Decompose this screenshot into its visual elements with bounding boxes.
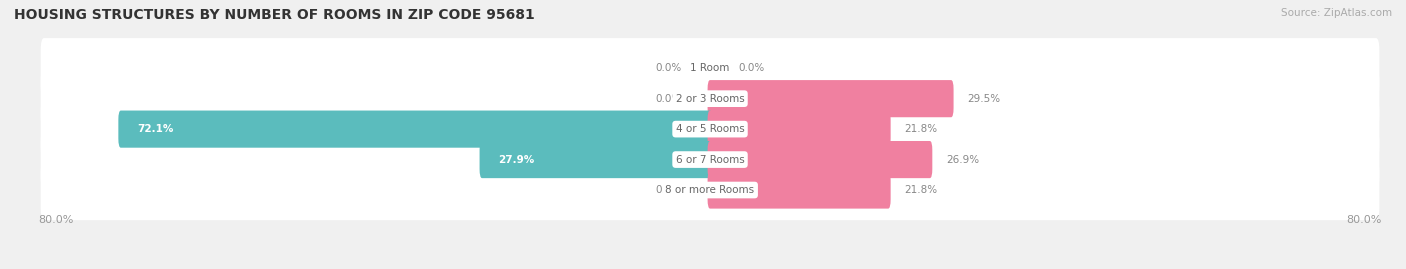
Text: 0.0%: 0.0% <box>655 185 682 195</box>
FancyBboxPatch shape <box>118 111 713 148</box>
Text: Source: ZipAtlas.com: Source: ZipAtlas.com <box>1281 8 1392 18</box>
FancyBboxPatch shape <box>41 129 1379 190</box>
Text: 72.1%: 72.1% <box>138 124 173 134</box>
Text: 2 or 3 Rooms: 2 or 3 Rooms <box>676 94 744 104</box>
FancyBboxPatch shape <box>707 80 953 117</box>
Text: 0.0%: 0.0% <box>655 94 682 104</box>
FancyBboxPatch shape <box>41 160 1379 220</box>
Text: 21.8%: 21.8% <box>904 124 938 134</box>
Text: 26.9%: 26.9% <box>946 155 980 165</box>
Text: 0.0%: 0.0% <box>655 63 682 73</box>
Text: 1 Room: 1 Room <box>690 63 730 73</box>
FancyBboxPatch shape <box>707 111 890 148</box>
Text: 8 or more Rooms: 8 or more Rooms <box>665 185 755 195</box>
FancyBboxPatch shape <box>41 69 1379 129</box>
Text: 29.5%: 29.5% <box>967 94 1001 104</box>
FancyBboxPatch shape <box>41 38 1379 98</box>
FancyBboxPatch shape <box>41 99 1379 159</box>
Text: 4 or 5 Rooms: 4 or 5 Rooms <box>676 124 744 134</box>
FancyBboxPatch shape <box>479 141 713 178</box>
Text: 0.0%: 0.0% <box>738 63 765 73</box>
FancyBboxPatch shape <box>707 141 932 178</box>
Text: 21.8%: 21.8% <box>904 185 938 195</box>
Text: 6 or 7 Rooms: 6 or 7 Rooms <box>676 155 744 165</box>
Text: HOUSING STRUCTURES BY NUMBER OF ROOMS IN ZIP CODE 95681: HOUSING STRUCTURES BY NUMBER OF ROOMS IN… <box>14 8 534 22</box>
Text: 27.9%: 27.9% <box>498 155 534 165</box>
FancyBboxPatch shape <box>707 171 890 208</box>
